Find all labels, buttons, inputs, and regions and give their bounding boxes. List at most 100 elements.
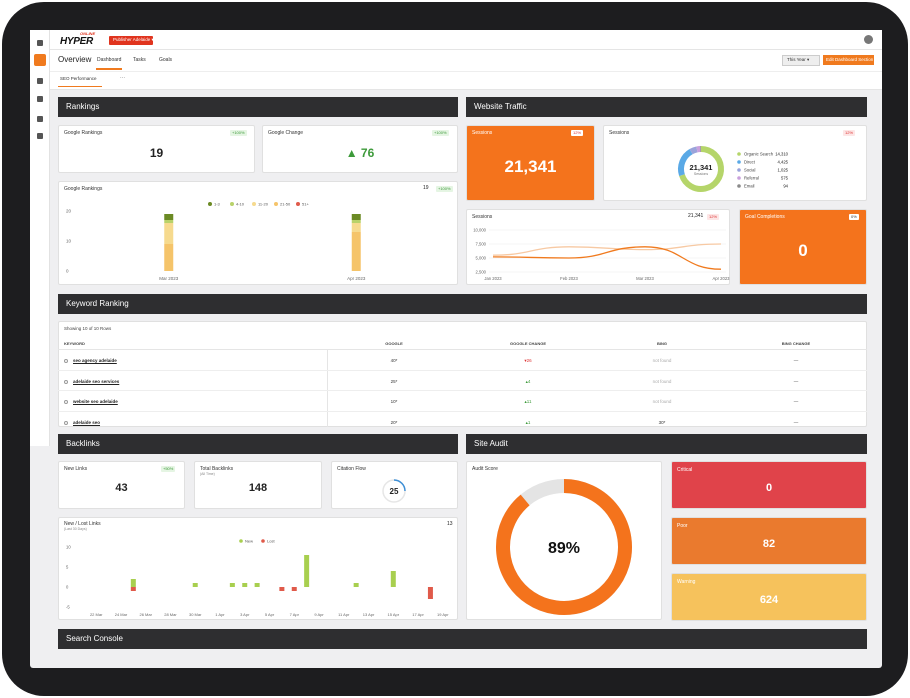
card-title: Google Rankings <box>64 130 103 136</box>
card <box>58 461 185 509</box>
client-button[interactable]: Publisher Adelaide ▾ <box>109 36 154 45</box>
table-cell: not found <box>652 358 672 363</box>
star-icon[interactable] <box>64 359 68 363</box>
keyword: seo agency adelaide <box>73 358 117 363</box>
card <box>603 125 867 201</box>
card <box>466 125 595 201</box>
section-header <box>466 434 867 454</box>
subtab[interactable]: ··· <box>120 75 125 81</box>
sidebar-icon[interactable] <box>37 116 43 122</box>
table-cell: 30* <box>658 419 666 425</box>
metric-value: 43 <box>115 482 128 494</box>
card-title: New / Lost Links <box>64 521 101 527</box>
card <box>58 517 458 620</box>
column-header: GOOGLE CHANGE <box>509 341 546 346</box>
card-title: Total Backlinks <box>200 466 234 472</box>
edit-button[interactable]: Edit Dashboard Section <box>823 55 874 65</box>
period-button[interactable]: This Year ▾ <box>782 55 820 66</box>
card <box>58 181 458 285</box>
metric-value: 0 <box>798 241 808 260</box>
chart-total: 19 <box>423 185 429 191</box>
column-header: KEYWORD <box>64 341 85 346</box>
table-cell: ▾26 <box>524 358 532 363</box>
tab[interactable]: Tasks <box>133 57 146 63</box>
card <box>194 461 322 509</box>
card-subtitle: (All Time) <box>200 472 215 476</box>
subtab-line <box>50 71 882 72</box>
table-cell: ▴4 <box>525 378 531 384</box>
card-title: Google Change <box>268 130 304 136</box>
badge: +50% <box>161 466 176 472</box>
card-title: Goal Completions <box>745 214 785 220</box>
keyword: adelaide seo services <box>73 378 120 384</box>
card-title: Citation Flow <box>337 466 366 472</box>
section-header <box>466 97 867 117</box>
star-icon[interactable] <box>64 379 68 384</box>
table-cell: 20* <box>390 419 398 425</box>
card-title: Warning <box>677 579 696 585</box>
table-cell: not found <box>652 399 672 404</box>
sidebar-icon-active[interactable] <box>34 54 46 66</box>
top-bar <box>50 30 882 50</box>
section-title: Backlinks <box>66 439 100 448</box>
badge: 12% <box>843 130 856 136</box>
user-avatar[interactable] <box>864 35 873 44</box>
header <box>50 50 882 90</box>
tab[interactable]: Goals <box>159 57 173 63</box>
star-icon[interactable] <box>64 420 68 425</box>
subtab[interactable]: SEO Performance <box>60 76 97 81</box>
table-cell: ▴11 <box>524 399 532 404</box>
card-title: Google Rankings <box>64 186 103 192</box>
section-header <box>58 97 458 117</box>
metric-value: 21,341 <box>504 157 557 176</box>
metric-value: 19 <box>149 146 164 160</box>
card <box>671 517 867 565</box>
card-title: New Links <box>64 466 88 472</box>
table-cell: not found <box>652 378 672 384</box>
metric-value: ▲ 76 <box>345 146 375 160</box>
section-title: Website Traffic <box>474 102 527 111</box>
card-title: Audit Score <box>472 466 498 472</box>
table-cell: 10* <box>390 399 398 404</box>
sidebar-icon[interactable] <box>37 133 43 139</box>
section-title: Keyword Ranking <box>66 299 129 308</box>
keyword: adelaide seo <box>73 419 101 425</box>
sidebar-icon[interactable] <box>37 96 43 102</box>
card <box>466 461 662 620</box>
column-header: GOOGLE <box>385 341 403 346</box>
card-title: Critical <box>677 467 693 473</box>
logo-top: ONLINE <box>80 31 96 36</box>
card-title: Poor <box>677 523 688 529</box>
table-cell: 40* <box>390 358 398 363</box>
card-title: Sessions <box>472 130 493 136</box>
sidebar-icon[interactable] <box>37 40 43 46</box>
table-cell: — <box>793 399 799 404</box>
card <box>739 209 867 285</box>
star-icon[interactable] <box>64 400 68 404</box>
keyword: website seo adelaide <box>73 399 118 404</box>
sidebar-icon[interactable] <box>37 78 43 84</box>
section-header <box>58 434 458 454</box>
metric-value: 624 <box>759 594 779 606</box>
card-title: Sessions <box>472 214 493 220</box>
table-divider <box>58 349 867 350</box>
logo: HYPER <box>60 36 93 47</box>
page-title: Overview <box>58 55 92 64</box>
column-divider <box>327 349 328 427</box>
card <box>671 461 867 509</box>
section-header <box>58 629 867 649</box>
metric-value: 148 <box>248 482 268 494</box>
section-title: Site Audit <box>474 439 508 448</box>
card <box>58 321 867 427</box>
table-cell: 25* <box>390 378 398 384</box>
badge: +100% <box>432 130 449 136</box>
table-cell: — <box>793 378 799 384</box>
tab[interactable]: Dashboard <box>97 57 122 63</box>
section-title: Search Console <box>66 634 123 643</box>
row-divider <box>58 390 867 391</box>
metric-value: 0 <box>765 482 773 494</box>
chart-total: 21,341 <box>688 213 704 219</box>
badge: +100% <box>230 130 247 136</box>
card <box>671 573 867 621</box>
